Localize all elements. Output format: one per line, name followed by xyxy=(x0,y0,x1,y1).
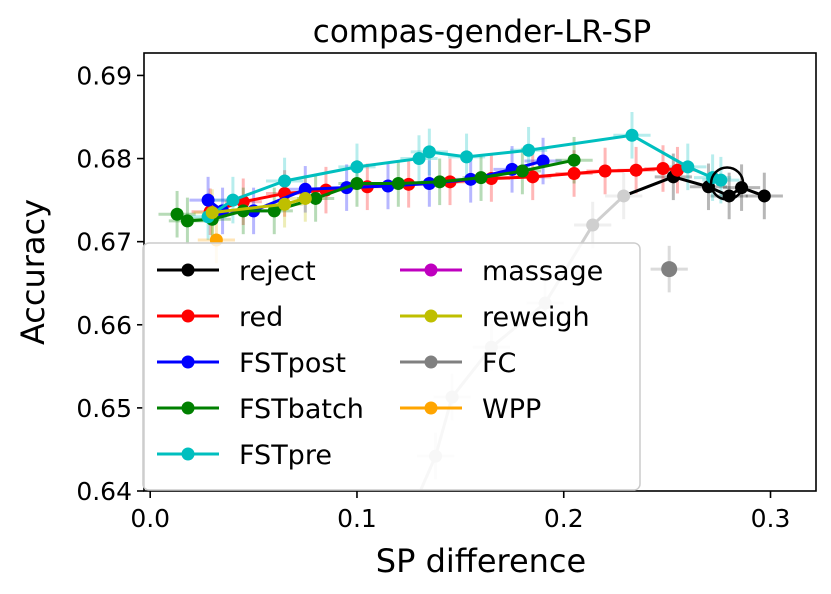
legend-marker xyxy=(424,263,438,277)
data-point-reject xyxy=(586,218,600,232)
y-axis-label: Accuracy xyxy=(14,199,52,345)
data-point-FSTbatch xyxy=(433,175,447,189)
legend-item-FSTpost: FSTpost xyxy=(157,348,346,379)
legend-label: reweigh xyxy=(482,302,590,333)
legend-item-red: red xyxy=(157,302,283,333)
x-tick-label: 0.3 xyxy=(751,504,791,533)
data-point-FSTbatch xyxy=(567,153,581,167)
legend-marker xyxy=(424,309,438,323)
data-point-reject xyxy=(757,189,771,203)
data-point-FSTpost xyxy=(536,154,550,168)
data-point-red xyxy=(526,170,540,184)
legend: reject red FSTpost FSTbatch FSTpre massage rew… xyxy=(142,242,641,491)
y-tick-label: 0.69 xyxy=(76,61,132,90)
legend-marker xyxy=(181,355,195,369)
legend-label: FC xyxy=(482,348,516,379)
y-tick-label: 0.65 xyxy=(76,394,132,423)
data-point-red xyxy=(567,167,581,181)
legend-item-FSTpre: FSTpre xyxy=(157,440,332,471)
data-point-FSTpre xyxy=(522,143,536,157)
data-point-FSTpre xyxy=(625,128,639,142)
data-point-reject xyxy=(617,189,631,203)
data-point-FSTpost xyxy=(298,182,312,196)
x-tick-label: 0.1 xyxy=(337,504,377,533)
axes: 0.0 0.1 0.2 0.3 0.64 0.65 0.66 0.67 0.68 0.69 xyxy=(76,52,817,533)
y-tick-label: 0.67 xyxy=(76,228,132,257)
highlight-marker xyxy=(709,166,745,201)
x-tick-label: 0.2 xyxy=(544,504,584,533)
y-tick-label: 0.64 xyxy=(76,477,132,506)
series-layer xyxy=(170,128,771,491)
data-point-reweigh xyxy=(205,206,219,220)
data-point-FSTbatch xyxy=(515,164,529,178)
data-point-FSTpre xyxy=(681,160,695,174)
data-point-reweigh xyxy=(298,191,312,205)
data-point-FSTbatch xyxy=(170,207,184,221)
legend-label: red xyxy=(239,302,283,333)
data-point-FSTbatch xyxy=(391,176,405,190)
legend-marker xyxy=(424,355,438,369)
data-point-FSTpre xyxy=(278,174,292,188)
legend-box xyxy=(142,242,641,491)
data-point-FSTpre xyxy=(226,193,240,207)
series-FC xyxy=(661,261,678,278)
data-point-FSTpost xyxy=(201,193,215,207)
data-point-FSTbatch xyxy=(350,176,364,190)
data-point-FC xyxy=(661,261,678,278)
legend-label: WPP xyxy=(482,394,541,425)
series-line xyxy=(623,175,674,198)
legend-item-FC: FC xyxy=(400,348,516,379)
data-point-FSTpre xyxy=(350,160,364,174)
legend-item-reject: reject xyxy=(157,256,316,287)
data-point-FSTpre xyxy=(714,173,728,187)
data-point-red xyxy=(629,163,643,177)
legend-label: FSTpost xyxy=(239,348,346,379)
legend-marker xyxy=(181,263,195,277)
legend-marker xyxy=(181,447,195,461)
data-point-red xyxy=(656,162,670,176)
legend-marker xyxy=(181,401,195,415)
data-point-reweigh xyxy=(278,197,292,211)
data-point-FSTpre xyxy=(422,145,436,159)
legend-label: FSTpre xyxy=(239,440,332,471)
x-tick-label: 0.0 xyxy=(130,504,170,533)
data-point-red xyxy=(598,164,612,178)
data-point-FSTbatch xyxy=(267,204,281,218)
y-tick-label: 0.68 xyxy=(76,145,132,174)
data-point-FSTbatch xyxy=(180,214,194,228)
data-point-FSTpre xyxy=(460,150,474,164)
legend-item-massage: massage xyxy=(400,256,603,287)
legend-label: reject xyxy=(239,256,316,287)
legend-item-reweigh: reweigh xyxy=(400,302,590,333)
legend-item-WPP: WPP xyxy=(400,394,541,425)
legend-marker xyxy=(424,401,438,415)
x-axis-label: SP difference xyxy=(376,542,586,580)
legend-marker xyxy=(181,309,195,323)
chart-title: compas-gender-LR-SP xyxy=(313,14,651,50)
legend-item-FSTbatch: FSTbatch xyxy=(157,394,364,425)
y-tick-label: 0.66 xyxy=(76,311,132,340)
data-point-FSTbatch xyxy=(474,171,488,185)
data-point-red xyxy=(670,163,684,177)
data-point-FSTbatch xyxy=(309,191,323,205)
series-reweigh xyxy=(205,191,312,220)
legend-label: massage xyxy=(482,256,603,287)
data-point-FSTpre xyxy=(412,152,426,166)
legend-label: FSTbatch xyxy=(239,394,364,425)
